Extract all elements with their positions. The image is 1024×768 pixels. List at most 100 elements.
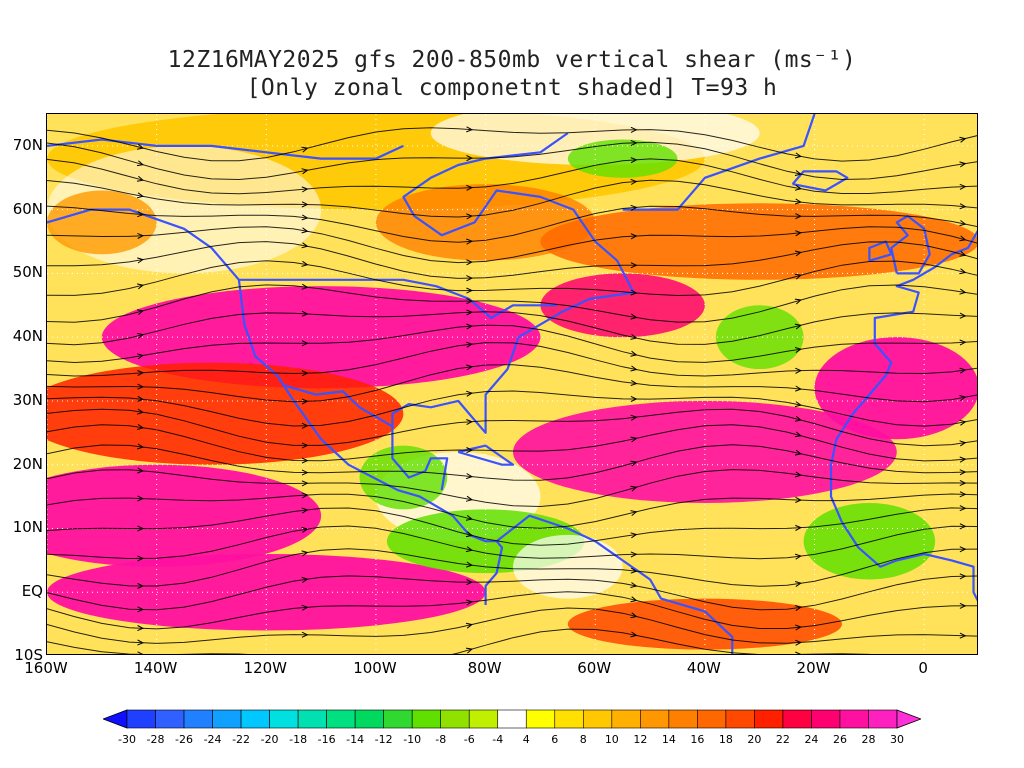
streamline-arrow: [630, 460, 638, 467]
streamline: [47, 469, 977, 508]
colorbar-swatch: [326, 709, 356, 729]
streamline-arrow: [466, 309, 474, 316]
streamline-arrow: [630, 379, 638, 386]
coastline: [457, 444, 515, 466]
streamline: [47, 424, 977, 462]
streamline-arrow: [137, 232, 145, 239]
colorbar: [103, 709, 921, 729]
streamline-arrow: [301, 526, 309, 533]
streamline-arrow: [630, 612, 638, 619]
streamline-arrow: [137, 143, 145, 150]
streamline-arrow: [137, 370, 145, 377]
colorbar-label: 22: [775, 733, 790, 746]
streamline-arrow: [794, 401, 802, 408]
streamline-arrow: [301, 480, 309, 487]
shade-region: [814, 337, 977, 440]
streamline-arrow: [466, 599, 474, 606]
streamline: [47, 607, 977, 644]
streamline-arrow: [136, 175, 145, 182]
colorbar-swatch: [839, 709, 869, 729]
streamline-arrow: [794, 298, 802, 305]
streamline-arrow: [795, 213, 802, 220]
streamline-arrow: [301, 550, 309, 557]
coastline: [282, 383, 393, 428]
colorbar-label: -16: [317, 733, 336, 746]
lat-tick-label: 40N: [12, 327, 43, 346]
streamline-arrow: [959, 367, 967, 374]
streamlines: [47, 126, 977, 654]
lon-tick-label: 80W: [467, 659, 502, 677]
streamline-arrow: [959, 440, 967, 447]
streamline-arrow: [794, 184, 802, 191]
colorbar-label: 12: [633, 733, 648, 746]
streamline-arrow: [959, 136, 967, 143]
streamline-arrow: [630, 631, 638, 638]
lon-tick-label: 20W: [796, 659, 831, 677]
colorbar-label: -26: [175, 733, 194, 746]
shade-region: [101, 286, 541, 389]
colorbar-label: 28: [861, 733, 876, 746]
streamline: [47, 525, 977, 560]
coastline: [622, 114, 816, 211]
streamline-arrow: [794, 471, 802, 478]
streamline-arrow: [959, 419, 967, 426]
streamline-arrow: [466, 238, 474, 245]
shear-map: [47, 114, 977, 654]
streamline-arrow: [630, 289, 638, 296]
colorbar-label: 18: [718, 733, 733, 746]
coastline: [391, 426, 449, 491]
colorbar-swatch: [440, 709, 470, 729]
colorbar-swatch: [411, 709, 442, 729]
shade-region: [513, 400, 897, 503]
streamline-arrow: [959, 312, 967, 319]
streamline-arrow: [137, 408, 145, 415]
streamline: [47, 141, 977, 181]
colorbar-label: -12: [374, 733, 393, 746]
streamline-arrow: [630, 436, 638, 443]
streamline-arrow: [301, 260, 309, 267]
shade-region: [47, 362, 404, 465]
streamline-arrow: [959, 469, 967, 476]
streamline-arrow: [794, 323, 802, 330]
colorbar-swatch: [240, 709, 270, 729]
streamline-arrow: [959, 505, 967, 512]
streamline-arrow: [466, 126, 474, 133]
lon-tick-label: 0: [918, 659, 928, 677]
streamline-arrow: [136, 332, 145, 339]
streamline-arrow: [466, 447, 474, 454]
streamline-arrow: [794, 170, 802, 176]
streamline-arrow: [959, 491, 967, 498]
streamline-arrow: [630, 139, 638, 147]
coastline: [484, 540, 504, 605]
colorbar-swatch: [554, 709, 584, 729]
streamline: [47, 628, 871, 654]
streamline-arrow: [137, 639, 145, 646]
colorbar-label: 6: [551, 733, 559, 746]
streamline-arrow: [795, 524, 802, 531]
streamline-arrow: [466, 390, 474, 397]
streamline-arrow: [466, 419, 474, 426]
streamline-arrow: [794, 198, 802, 205]
streamline: [47, 127, 977, 162]
streamline-arrow: [137, 395, 145, 402]
shade-region: [47, 553, 486, 631]
streamline-arrow: [137, 495, 145, 502]
streamline-arrow: [959, 456, 967, 463]
streamline-arrow: [137, 555, 145, 562]
coastline: [791, 170, 849, 192]
streamline-arrow: [630, 551, 638, 558]
colorbar-swatch: [155, 709, 185, 729]
streamline-arrow: [301, 242, 309, 249]
streamline-arrow: [630, 395, 638, 402]
title-line-2: [Only zonal componetnt shaded] T=93 h: [246, 75, 778, 101]
colorbar-swatch: [582, 709, 613, 729]
streamline-arrow: [301, 283, 309, 290]
streamline-arrow: [137, 606, 145, 613]
streamline-arrow: [959, 546, 967, 553]
streamline-arrow: [959, 288, 967, 295]
streamline-arrow: [630, 157, 638, 164]
streamline-arrow: [630, 350, 638, 357]
streamline-arrow: [466, 323, 474, 330]
lat-tick-label: 10S: [14, 646, 43, 664]
colorbar-swatch: [212, 709, 242, 729]
